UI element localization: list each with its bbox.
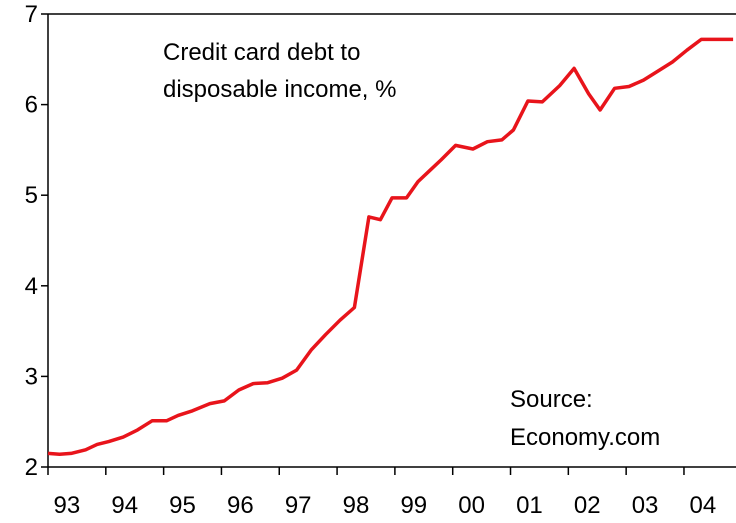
chart-series xyxy=(47,37,734,457)
y-tick-label: 6 xyxy=(25,92,38,119)
x-tick-label: 93 xyxy=(54,492,81,519)
x-tick-label: 95 xyxy=(169,492,196,519)
x-axis-ticks: 93 94 95 96 97 98 99 00 01 02 03 04 xyxy=(47,467,717,519)
x-tick-label: 99 xyxy=(400,492,427,519)
y-tick-label: 2 xyxy=(25,454,38,481)
source-label-line-1: Source: xyxy=(510,386,593,413)
x-tick-label: 03 xyxy=(632,492,659,519)
x-tick-label: 97 xyxy=(285,492,312,519)
y-tick-label: 3 xyxy=(25,363,38,390)
chart-label-line-1: Credit card debt to xyxy=(163,39,360,66)
y-tick-label: 5 xyxy=(25,182,38,209)
source-label-line-2: Economy.com xyxy=(510,424,660,451)
y-tick-label: 4 xyxy=(25,273,38,300)
x-tick-label: 04 xyxy=(690,492,717,519)
chart-axes xyxy=(47,13,736,468)
x-tick-label: 96 xyxy=(227,492,254,519)
chart-label-line-2: disposable income, % xyxy=(163,76,396,103)
series-line xyxy=(47,37,734,457)
x-tick-label: 00 xyxy=(458,492,485,519)
y-axis-ticks: 2 3 4 5 6 7 xyxy=(25,1,48,481)
x-tick-label: 01 xyxy=(516,492,543,519)
x-tick-label: 02 xyxy=(574,492,601,519)
y-tick-label: 7 xyxy=(25,1,38,28)
x-tick-label: 98 xyxy=(343,492,370,519)
x-tick-label: 94 xyxy=(111,492,138,519)
